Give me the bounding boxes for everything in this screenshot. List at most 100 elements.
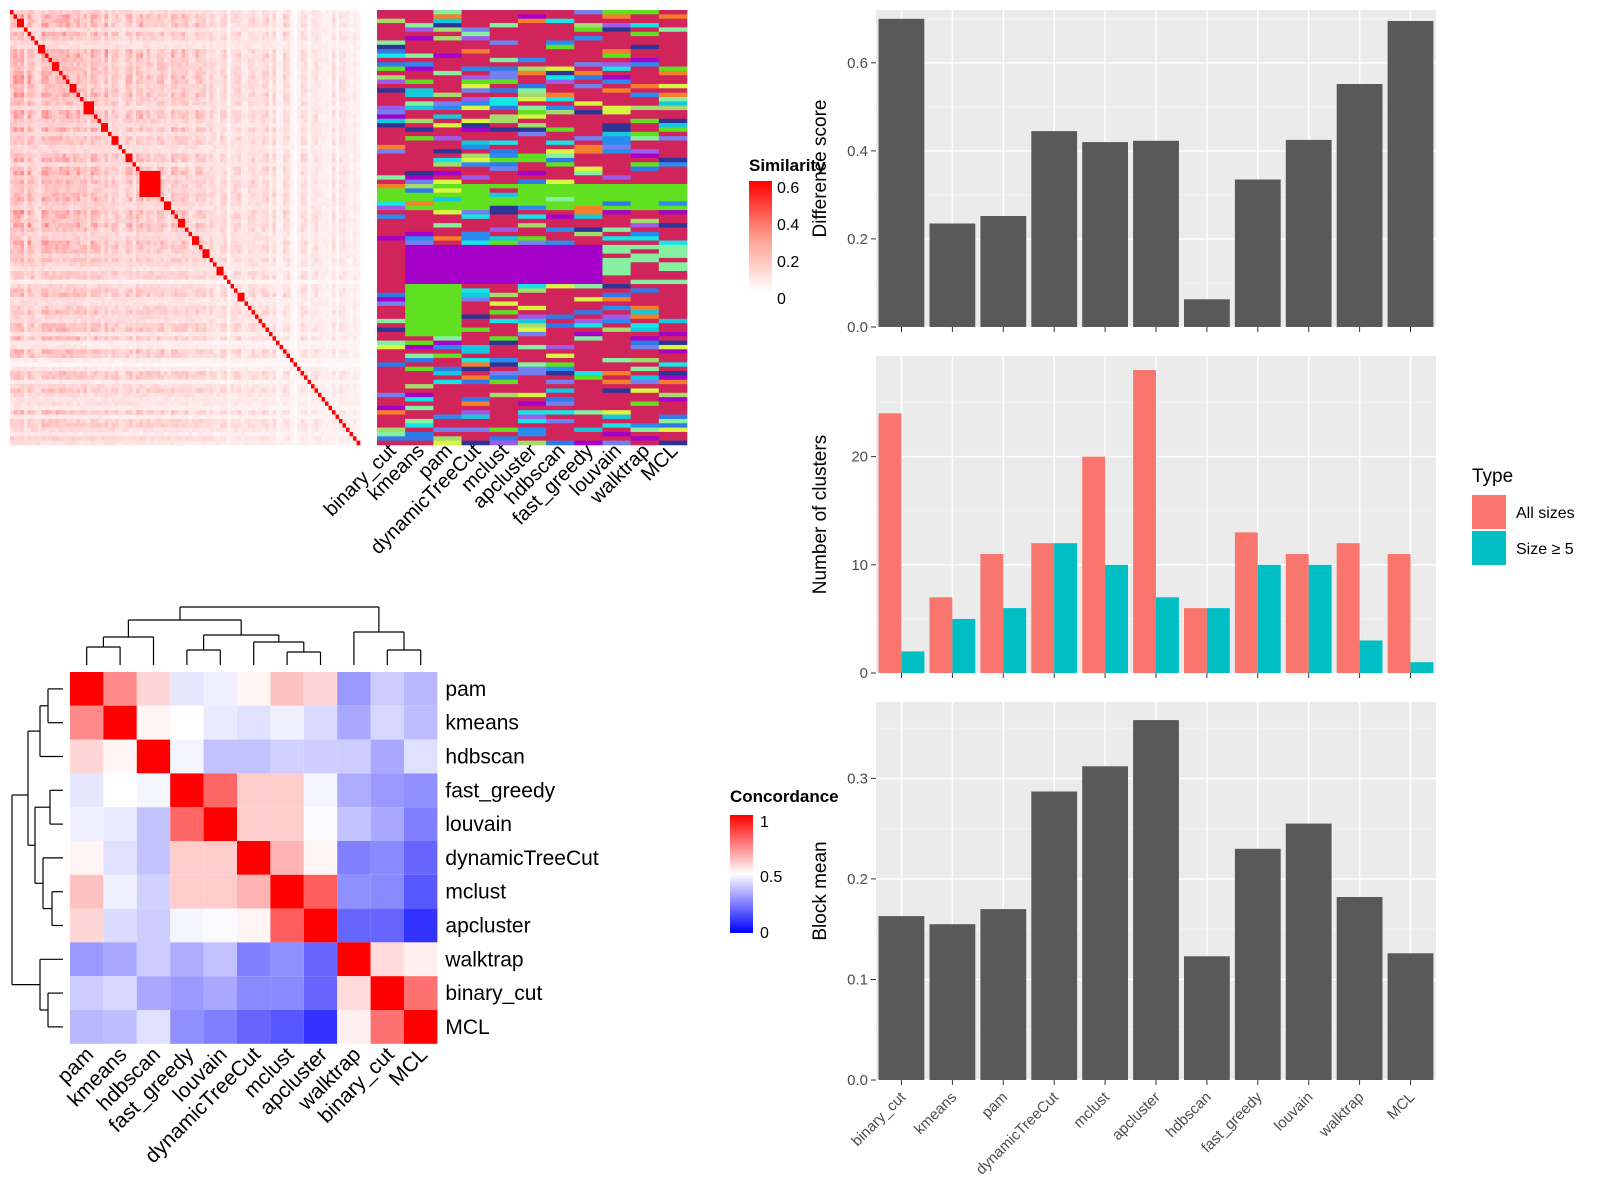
similarity-cell <box>167 205 172 211</box>
similarity-cell <box>227 140 231 146</box>
similarity-cell <box>164 118 168 124</box>
similarity-cell <box>181 44 186 50</box>
similarity-cell <box>24 97 28 102</box>
similarity-cell <box>129 131 133 137</box>
similarity-cell <box>104 157 109 163</box>
similarity-cell <box>220 10 224 15</box>
similarity-cell <box>286 149 291 154</box>
similarity-cell <box>132 49 137 54</box>
similarity-cell <box>66 201 70 207</box>
similarity-cell <box>62 57 67 63</box>
similarity-cell <box>143 149 147 154</box>
similarity-cell <box>283 123 287 128</box>
similarity-cell <box>349 153 354 159</box>
similarity-cell <box>293 66 298 72</box>
similarity-cell <box>223 192 228 198</box>
similarity-cell <box>125 179 130 185</box>
similarity-cell <box>153 127 158 133</box>
similarity-cell <box>272 127 277 133</box>
similarity-cell <box>178 10 182 15</box>
similarity-cell <box>41 66 46 72</box>
similarity-cell <box>80 57 84 63</box>
similarity-cell <box>318 110 322 115</box>
similarity-cell <box>258 79 263 85</box>
similarity-cell <box>276 23 280 28</box>
similarity-cell <box>48 140 53 146</box>
similarity-cell <box>76 188 81 193</box>
similarity-cell <box>318 105 322 111</box>
similarity-cell <box>52 218 56 224</box>
similarity-cell <box>206 114 210 120</box>
similarity-cell <box>153 136 158 141</box>
similarity-cell <box>269 136 273 141</box>
similarity-cell <box>188 40 193 46</box>
similarity-cell <box>332 101 336 106</box>
similarity-cell <box>146 188 151 193</box>
similarity-cell <box>132 131 137 137</box>
similarity-cell <box>10 162 14 167</box>
similarity-cell <box>234 205 238 211</box>
similarity-cell <box>10 214 14 220</box>
similarity-cell <box>255 149 259 154</box>
similarity-cell <box>101 105 105 111</box>
similarity-cell <box>339 131 343 137</box>
similarity-cell <box>349 218 354 224</box>
similarity-cell <box>321 40 326 46</box>
similarity-cell <box>62 153 67 159</box>
similarity-cell <box>300 10 305 15</box>
similarity-cell <box>283 144 287 150</box>
similarity-cell <box>262 44 266 50</box>
similarity-cell <box>237 44 242 50</box>
similarity-cell <box>307 18 312 24</box>
similarity-cell <box>139 83 144 89</box>
similarity-cell <box>332 14 336 19</box>
similarity-cell <box>10 149 14 154</box>
similarity-cell <box>216 192 221 198</box>
similarity-cell <box>227 131 231 137</box>
similarity-cell <box>251 66 256 72</box>
similarity-cell <box>132 57 137 63</box>
similarity-cell <box>13 92 18 98</box>
similarity-cell <box>76 101 81 106</box>
similarity-cell <box>157 62 161 67</box>
similarity-cell <box>118 166 123 172</box>
similarity-cell <box>325 140 329 146</box>
similarity-cell <box>248 27 252 33</box>
similarity-cell <box>279 214 284 220</box>
similarity-cell <box>143 40 147 46</box>
similarity-cell <box>83 92 88 98</box>
similarity-cell <box>108 218 112 224</box>
similarity-cell <box>244 79 249 85</box>
similarity-cell <box>115 179 119 185</box>
similarity-cell <box>265 184 270 189</box>
similarity-cell <box>132 23 137 28</box>
similarity-cell <box>24 14 28 19</box>
similarity-cell <box>318 75 322 80</box>
similarity-cell <box>269 162 273 167</box>
similarity-cell <box>164 192 168 198</box>
similarity-cell <box>227 166 231 172</box>
similarity-cell <box>48 101 53 106</box>
similarity-cell <box>300 36 305 41</box>
similarity-cell <box>83 179 88 185</box>
similarity-cell <box>234 123 238 128</box>
similarity-cell <box>45 210 49 215</box>
similarity-cell <box>272 192 277 198</box>
similarity-cell <box>160 79 165 85</box>
similarity-cell <box>199 210 203 215</box>
similarity-cell <box>356 157 361 163</box>
similarity-cell <box>293 166 298 172</box>
similarity-cell <box>318 127 322 133</box>
similarity-cell <box>237 10 242 15</box>
similarity-cell <box>311 140 315 146</box>
similarity-cell <box>129 179 133 185</box>
similarity-cell <box>269 27 273 33</box>
similarity-cell <box>195 157 200 163</box>
similarity-cell <box>139 27 144 33</box>
similarity-cell <box>181 53 186 59</box>
similarity-cell <box>321 14 326 19</box>
similarity-cell <box>262 188 266 193</box>
similarity-cell <box>328 31 333 37</box>
similarity-cell <box>279 105 284 111</box>
similarity-cell <box>24 75 28 80</box>
